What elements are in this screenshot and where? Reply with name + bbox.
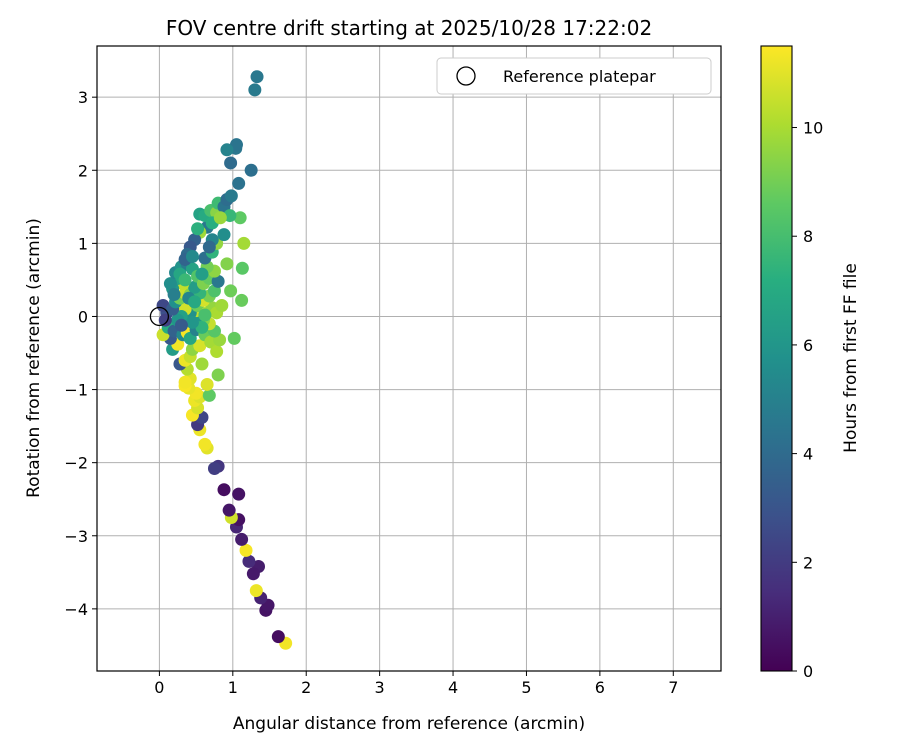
chart-title: FOV centre drift starting at 2025/10/28 … xyxy=(166,16,652,40)
data-point xyxy=(244,163,258,177)
data-point xyxy=(215,299,229,313)
data-point xyxy=(235,261,249,275)
colorbar-tick-label: 10 xyxy=(803,119,823,138)
data-point xyxy=(174,318,188,332)
data-point xyxy=(195,267,209,281)
x-tick-label: 7 xyxy=(668,678,678,697)
data-point xyxy=(249,584,263,598)
data-point xyxy=(195,357,209,371)
legend-box xyxy=(436,57,712,95)
data-point xyxy=(207,462,221,476)
x-axis-label: Angular distance from reference (arcmin) xyxy=(233,714,585,734)
data-point xyxy=(188,295,202,309)
data-point xyxy=(222,503,236,517)
y-tick-label: 2 xyxy=(78,161,88,180)
data-point xyxy=(229,138,243,152)
data-point xyxy=(220,257,234,271)
grid-lines xyxy=(97,46,721,671)
data-point xyxy=(198,437,212,451)
colorbar-label: Hours from first FF file xyxy=(841,263,861,453)
colorbar-ticks: 0 2 4 6 8 10 xyxy=(792,119,823,681)
legend-entry-reference-platepar: Reference platepar xyxy=(503,67,656,86)
data-point xyxy=(211,274,225,288)
data-point xyxy=(242,554,256,568)
data-point xyxy=(185,250,199,264)
legend-marker-reference-platepar xyxy=(456,66,476,86)
x-tick-label: 6 xyxy=(595,678,605,697)
data-point xyxy=(202,240,216,254)
y-tick-label: 0 xyxy=(78,307,88,326)
data-point xyxy=(239,543,253,557)
y-tick-label: 3 xyxy=(78,88,88,107)
data-point xyxy=(235,293,249,307)
data-point xyxy=(211,368,225,382)
data-point xyxy=(232,176,246,190)
y-axis-ticks: 3 2 1 0 −1 −2 −3 −4 xyxy=(64,88,97,619)
colorbar-tick-label: 0 xyxy=(803,662,813,681)
data-point xyxy=(193,339,207,353)
reference-platepar-point xyxy=(149,306,170,327)
x-tick-label: 4 xyxy=(448,678,458,697)
x-tick-label: 5 xyxy=(521,678,531,697)
data-point xyxy=(200,377,214,391)
colorbar-tick-label: 4 xyxy=(803,445,813,464)
data-point xyxy=(217,483,231,497)
data-point xyxy=(158,313,172,327)
colorbar-tick-label: 8 xyxy=(803,227,813,246)
x-tick-label: 1 xyxy=(228,678,238,697)
data-point xyxy=(224,189,238,203)
data-point xyxy=(232,487,246,501)
y-axis-label: Rotation from reference (arcmin) xyxy=(24,218,44,498)
data-point xyxy=(178,273,192,287)
data-point xyxy=(250,70,264,84)
data-point xyxy=(213,211,227,225)
x-tick-label: 0 xyxy=(154,678,164,697)
data-point xyxy=(185,315,199,329)
colorbar-gradient xyxy=(760,45,793,672)
data-point xyxy=(271,630,285,644)
y-tick-label: −2 xyxy=(64,454,88,473)
plot-frame xyxy=(96,45,722,672)
data-point xyxy=(202,388,216,402)
colorbar-tick-label: 6 xyxy=(803,336,813,355)
data-point xyxy=(224,156,238,170)
data-point xyxy=(237,236,251,250)
data-point xyxy=(198,308,212,322)
data-point xyxy=(195,320,209,334)
x-tick-label: 3 xyxy=(375,678,385,697)
y-tick-label: −3 xyxy=(64,527,88,546)
data-point xyxy=(210,345,224,359)
data-point xyxy=(235,532,249,546)
data-point xyxy=(248,83,262,97)
data-point xyxy=(217,228,231,242)
colorbar: 0 2 4 6 8 10 Hours from first FF file xyxy=(760,45,861,681)
legend: Reference platepar xyxy=(436,57,712,95)
y-tick-label: −4 xyxy=(64,600,88,619)
data-point xyxy=(167,288,181,302)
data-point xyxy=(227,331,241,345)
data-points xyxy=(156,70,293,650)
data-point xyxy=(246,567,260,581)
data-point xyxy=(220,143,234,157)
y-tick-label: 1 xyxy=(78,234,88,253)
data-point xyxy=(224,284,238,298)
data-point xyxy=(233,211,247,225)
data-point xyxy=(191,222,205,236)
data-point xyxy=(163,277,177,291)
x-tick-label: 2 xyxy=(301,678,311,697)
data-point xyxy=(178,375,192,389)
y-tick-label: −1 xyxy=(64,381,88,400)
colorbar-tick-label: 2 xyxy=(803,553,813,572)
x-axis-ticks: 0 1 2 3 4 5 6 7 xyxy=(154,671,678,697)
